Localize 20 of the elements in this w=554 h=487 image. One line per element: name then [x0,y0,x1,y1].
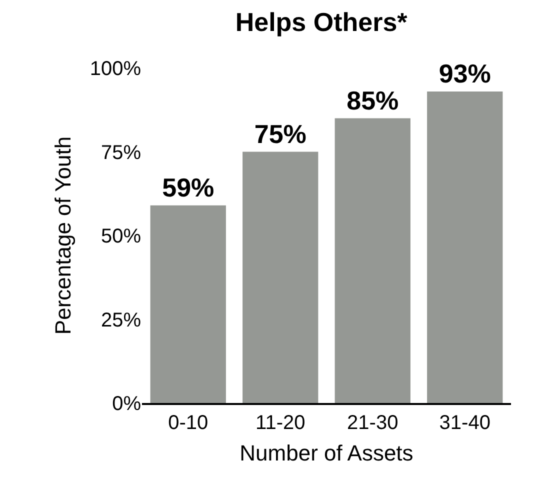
x-tick-label: 21-30 [347,412,398,434]
data-label: 93% [438,58,491,88]
x-tick-label: 0-10 [168,412,208,434]
data-label: 59% [162,172,214,202]
bar [242,152,318,403]
x-tick-label: 11-20 [256,412,306,434]
y-tick-label: 50% [100,226,142,248]
x-tick-label: 31-40 [439,412,490,434]
y-axis-title: Percentage of Youth [50,136,76,335]
x-axis-title: Number of Assets [240,440,414,466]
chart-title: Helps Others* [235,7,408,38]
y-tick-label: 0% [112,393,142,415]
y-tick-label: 75% [100,142,142,164]
y-tick-label: 25% [100,309,142,332]
bar [427,91,503,403]
y-tick-label: 100% [90,58,142,80]
bar [334,118,410,403]
bar [150,205,226,403]
data-label: 75% [254,118,306,149]
data-label: 85% [346,85,399,116]
